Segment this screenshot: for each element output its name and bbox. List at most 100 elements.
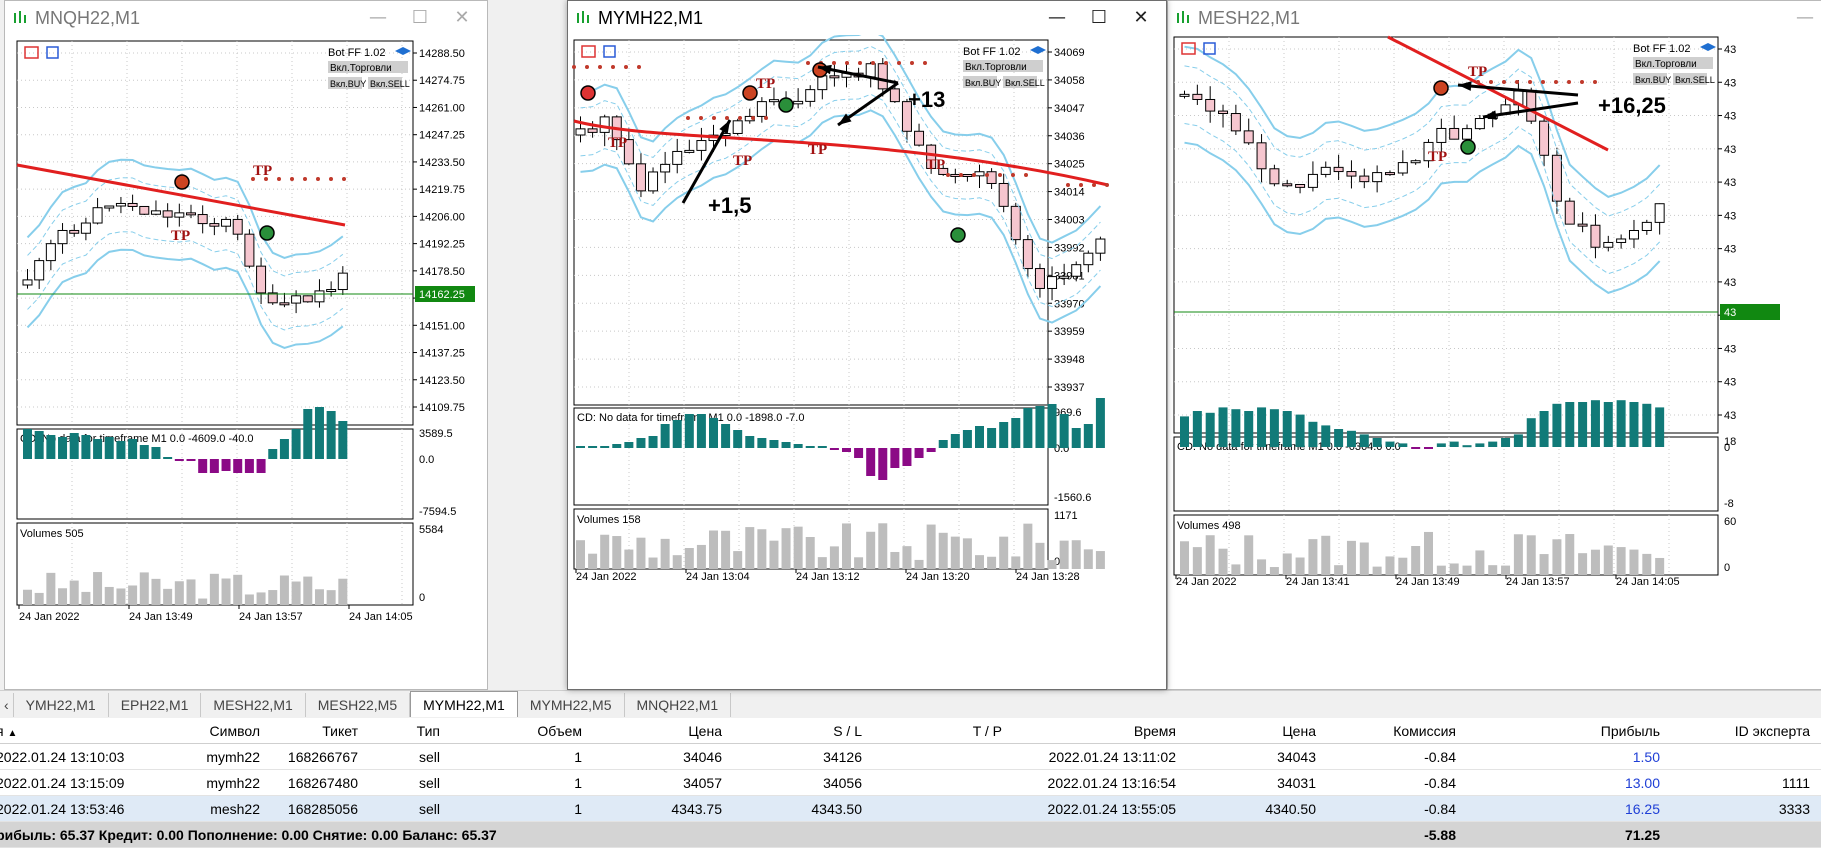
time-tick-label: 24 Jan 13:12: [796, 571, 860, 583]
minimize-button[interactable]: —: [1048, 7, 1066, 28]
price-tick-label: 14247.25: [419, 130, 465, 142]
header-volume[interactable]: Объем: [537, 723, 582, 739]
header-sl[interactable]: S / L: [833, 723, 862, 739]
trade-marker-icon: [1460, 139, 1476, 155]
chart-window-mnqh22[interactable]: MNQH22,M1 — ☐ ✕ 14288.50 14274.75 14261.00 14…: [4, 0, 488, 690]
cell-price: 4343.75: [671, 801, 722, 817]
volume-bar: [1192, 547, 1202, 575]
header-time[interactable]: я ▲: [0, 723, 18, 739]
volume-bar: [1565, 534, 1575, 575]
header-ticket[interactable]: Тикет: [322, 723, 358, 739]
cd-panel: [1173, 436, 1719, 512]
tp-level-dot: [712, 116, 716, 120]
header-tp[interactable]: T / P: [972, 723, 1002, 739]
header-commission[interactable]: Комиссия: [1393, 723, 1456, 739]
tab-mymh22-m1[interactable]: MYMH22,M1: [410, 691, 518, 717]
tp-level-dot: [699, 116, 703, 120]
candle: [1307, 173, 1318, 188]
bollinger-upper: [580, 35, 1102, 244]
cell-tp: [862, 796, 1002, 822]
cd-bar: [104, 437, 114, 459]
table-row[interactable]: 2022.01.24 13:53:46 mesh22 168285056 sell 1 4…: [0, 796, 1821, 822]
volume-bar: [1083, 549, 1093, 569]
header-profit[interactable]: Прибыль: [1600, 723, 1660, 739]
sell-toggle-label: Вкл.SELL: [370, 79, 410, 89]
tp-level-dot: [998, 173, 1002, 177]
volume-bar: [1071, 540, 1081, 569]
volume-bar: [233, 574, 243, 605]
minimize-button[interactable]: —: [369, 7, 387, 28]
cd-bar: [950, 434, 960, 448]
band-inner-lower: [27, 231, 344, 331]
tp-level-dot: [598, 65, 602, 69]
volume-bar: [1059, 540, 1069, 569]
minimize-button[interactable]: —: [1796, 7, 1814, 28]
candle: [45, 243, 56, 262]
cd-bar: [186, 459, 196, 461]
volume-bar: [842, 523, 851, 569]
tab-ymh22-m1[interactable]: YMH22,M1: [14, 693, 109, 717]
chart-area[interactable]: 14288.50 14274.75 14261.00 14247.25 14233.50…: [5, 35, 489, 691]
table-row[interactable]: 2022.01.24 13:10:03 mymh22 168266767 sell 1 3…: [0, 744, 1821, 770]
volume-bar: [1411, 546, 1421, 575]
maximize-button[interactable]: ☐: [411, 7, 429, 28]
tp-level-dot: [1092, 183, 1096, 187]
volume-bar: [733, 551, 743, 569]
table-row[interactable]: 2022.01.24 13:15:09 mymh22 168267480 sell 1 3…: [0, 770, 1821, 796]
window-titlebar[interactable]: MESH22,M1 —: [1168, 1, 1821, 35]
header-close-price[interactable]: Цена: [1282, 723, 1316, 739]
cd-bar: [1083, 424, 1093, 448]
tab-mymh22-m5[interactable]: MYMH22,M5: [518, 693, 625, 717]
cd-bar: [46, 435, 56, 459]
tab-mesh22-m1[interactable]: MESH22,M1: [201, 693, 306, 717]
candle: [1474, 118, 1485, 130]
cd-bar: [1385, 441, 1395, 447]
volume-tick-label: 0: [1054, 556, 1060, 568]
volume-bar: [781, 528, 791, 569]
candle: [326, 289, 337, 293]
candle: [901, 101, 912, 132]
chart-area[interactable]: 34069 34058 34047 34036 34025 34014 34003 33992…: [568, 35, 1168, 691]
tab-mesh22-m5[interactable]: MESH22,M5: [306, 693, 411, 717]
close-button[interactable]: ✕: [454, 7, 470, 28]
window-titlebar[interactable]: MNQH22,M1 — ☐ ✕: [5, 1, 487, 35]
arrow-head: [1483, 110, 1497, 120]
cell-close-price: 34043: [1277, 749, 1316, 765]
header-price[interactable]: Цена: [688, 723, 722, 739]
window-titlebar[interactable]: MYMH22,M1 — ☐ ✕: [568, 1, 1166, 35]
tp-level-dot: [277, 177, 281, 181]
tab-nav-left[interactable]: ‹: [0, 693, 14, 717]
candle: [587, 128, 598, 133]
volume-bar: [1180, 541, 1189, 575]
cd-bar: [878, 448, 888, 480]
profit-annotation: +16,25: [1598, 93, 1666, 118]
chart-window-mesh22[interactable]: MESH22,M1 — 43 43 43 43 43 43 43 43 43 43 43 43 TP TP…: [1167, 0, 1821, 690]
candle: [1359, 175, 1370, 183]
cd-bar: [890, 448, 900, 468]
candle: [793, 100, 804, 105]
cd-tick-label: 18: [1724, 436, 1736, 448]
chart-window-mymh22[interactable]: MYMH22,M1 — ☐ ✕ 34069 34058 34047 34036 34025 3…: [567, 0, 1167, 690]
candle: [938, 167, 949, 175]
header-close-time[interactable]: Время: [1133, 723, 1176, 739]
tab-eph22-m1[interactable]: EPH22,M1: [109, 693, 202, 717]
header-symbol[interactable]: Символ: [209, 723, 260, 739]
close-button[interactable]: ✕: [1133, 7, 1149, 28]
candle: [139, 205, 150, 215]
price-tick-label: 43: [1724, 343, 1736, 355]
candle: [768, 99, 779, 103]
volume-bar: [878, 523, 888, 569]
price-tick-label: 14137.25: [419, 348, 465, 360]
volume-bar: [139, 572, 149, 605]
maximize-button[interactable]: ☐: [1090, 7, 1108, 28]
candle: [1205, 98, 1216, 112]
header-expert-id[interactable]: ID эксперта: [1734, 723, 1810, 739]
time-tick-label: 24 Jan 13:49: [1396, 576, 1460, 588]
volume-bar: [186, 579, 196, 605]
chart-area[interactable]: 434343434343434343434343TPTP43Bot FF 1.0…: [1168, 35, 1821, 691]
volume-bar: [866, 531, 876, 569]
price-tick-label: 14288.50: [419, 48, 465, 60]
tab-mnqh22-m1[interactable]: MNQH22,M1: [625, 693, 732, 717]
header-type[interactable]: Тип: [416, 723, 440, 739]
cd-bar: [781, 442, 791, 448]
